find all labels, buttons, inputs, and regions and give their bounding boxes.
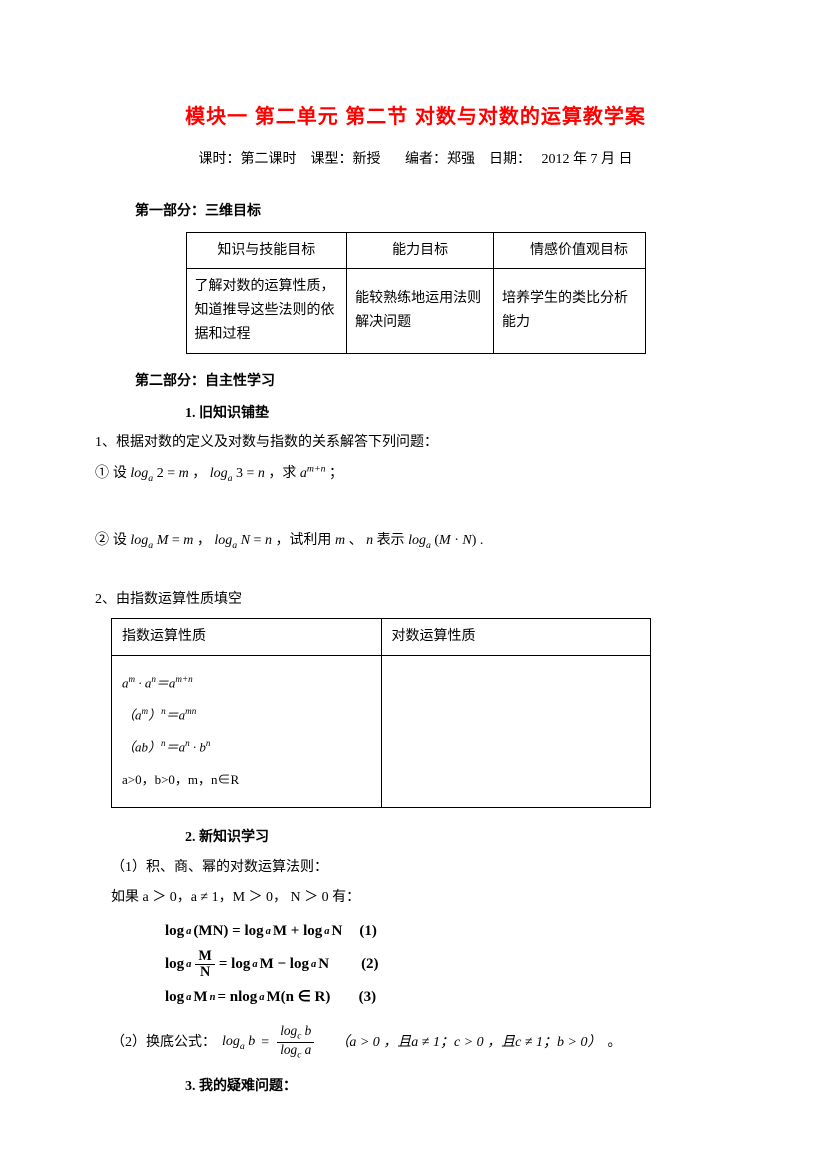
- props-left-body: am · an＝am+n （am）n＝amn （ab）n＝an · bn a>0…: [112, 655, 382, 807]
- goals-cell-3: 培养学生的类比分析能力: [494, 269, 645, 353]
- q2-intro: 2、由指数运算性质填空: [95, 588, 736, 612]
- formula-block: loga(MN) = logaM + logaN (1) loga MN = l…: [95, 915, 736, 1014]
- section1-heading: 1. 旧知识铺垫: [95, 402, 736, 426]
- q1-item1: ① 设 loga 2 = m ， loga 3 = n ，求 am+n ；: [95, 461, 736, 487]
- class-period: 课时：第二课时: [199, 152, 297, 167]
- part2-heading: 第二部分：自主性学习: [95, 370, 736, 394]
- main-title: 模块一 第二单元 第二节 对数与对数的运算教学案: [95, 100, 736, 134]
- q1-item2: ② 设 loga M = m ， loga N = n ，试利用 m 、 n 表…: [95, 528, 736, 554]
- prop-row-1: am · an＝am+n: [122, 672, 371, 694]
- rule-cond: 如果 a ＞ 0，a ≠ 1，M ＞ 0， N ＞ 0 有：: [95, 886, 736, 910]
- goals-cell-1: 了解对数的运算性质，知道推导这些法则的依据和过程: [186, 269, 347, 353]
- circled-2-icon: ② 设: [95, 531, 127, 547]
- sub-info-line: 课时：第二课时 课型：新授 编者：郑强 日期： 2012 年 7 月 日: [95, 148, 736, 172]
- props-right-body: [381, 655, 651, 807]
- date-label: 日期：: [489, 152, 531, 167]
- goals-header-3: 情感价值观目标: [494, 232, 645, 269]
- goals-header-2: 能力目标: [347, 232, 494, 269]
- part1-heading: 第一部分：三维目标: [95, 200, 736, 224]
- author: 编者：郑强: [405, 152, 475, 167]
- circled-1-icon: ① 设: [95, 464, 127, 480]
- document-page: 模块一 第二单元 第二节 对数与对数的运算教学案 课时：第二课时 课型：新授 编…: [0, 0, 826, 1169]
- change-base-formula: （2）换底公式： loga b = logc b logc a （a > 0 ，…: [95, 1024, 736, 1061]
- date-value: 2012 年 7 月 日: [542, 152, 633, 167]
- properties-table: 指数运算性质 对数运算性质 am · an＝am+n （am）n＝amn （ab…: [111, 618, 651, 808]
- props-right-header: 对数运算性质: [381, 618, 651, 655]
- q1-intro: 1、根据对数的定义及对数与指数的关系解答下列问题：: [95, 431, 736, 455]
- rule-intro: （1）积、商、幂的对数运算法则：: [95, 856, 736, 880]
- section2-heading: 2. 新知识学习: [95, 826, 736, 850]
- goals-header-1: 知识与技能目标: [186, 232, 347, 269]
- formula-3: logaMn = nlogaM(n ∈ R) (3): [165, 981, 736, 1014]
- formula-2: loga MN = logaM − logaN (2): [165, 948, 736, 981]
- props-left-header: 指数运算性质: [112, 618, 382, 655]
- section3-heading: 3. 我的疑难问题：: [95, 1075, 736, 1099]
- prop-row-2: （am）n＝amn: [122, 704, 371, 726]
- goals-table: 知识与技能目标 能力目标 情感价值观目标 了解对数的运算性质，知道推导这些法则的…: [186, 232, 646, 354]
- formula-1: loga(MN) = logaM + logaN (1): [165, 915, 736, 948]
- prop-row-3: （ab）n＝an · bn: [122, 736, 371, 758]
- prop-row-4: a>0，b>0，m，n∈R: [122, 769, 371, 791]
- class-type: 课型：新授: [311, 152, 381, 167]
- change-base-label: （2）换底公式：: [111, 1031, 216, 1055]
- goals-cell-2: 能较熟练地运用法则解决问题: [347, 269, 494, 353]
- change-base-cond: （a > 0 ，且a ≠ 1；c > 0 ，且c ≠ 1；b > 0）: [335, 1031, 601, 1055]
